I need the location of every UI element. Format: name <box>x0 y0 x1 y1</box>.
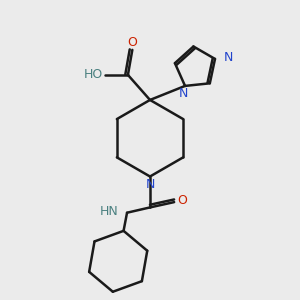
Text: N: N <box>223 51 232 64</box>
Text: O: O <box>128 36 137 49</box>
Text: N: N <box>179 87 188 100</box>
Text: O: O <box>178 194 187 207</box>
Text: HO: HO <box>84 68 104 81</box>
Text: N: N <box>145 178 155 191</box>
Text: HN: HN <box>100 205 119 218</box>
